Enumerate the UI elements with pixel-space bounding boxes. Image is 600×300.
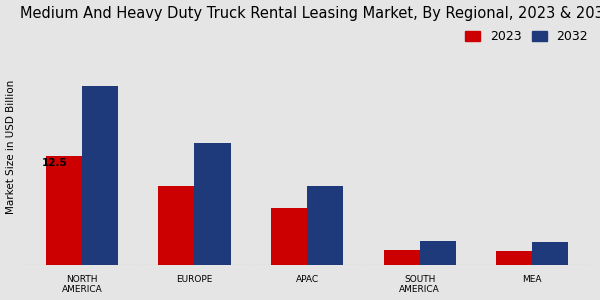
Bar — [158, 186, 194, 265]
Bar — [496, 251, 532, 265]
Bar — [82, 85, 118, 265]
Bar — [46, 156, 82, 265]
Bar — [307, 186, 343, 265]
Text: Medium And Heavy Duty Truck Rental Leasing Market, By Regional, 2023 & 2032: Medium And Heavy Duty Truck Rental Leasi… — [20, 6, 600, 21]
Legend: 2023, 2032: 2023, 2032 — [465, 30, 588, 43]
Bar — [194, 142, 230, 265]
Y-axis label: Market Size in USD Billion: Market Size in USD Billion — [5, 80, 16, 214]
Text: 12.5: 12.5 — [41, 158, 67, 168]
Bar — [532, 242, 568, 265]
Bar — [271, 208, 307, 265]
Bar — [383, 250, 419, 265]
Bar — [419, 241, 456, 265]
